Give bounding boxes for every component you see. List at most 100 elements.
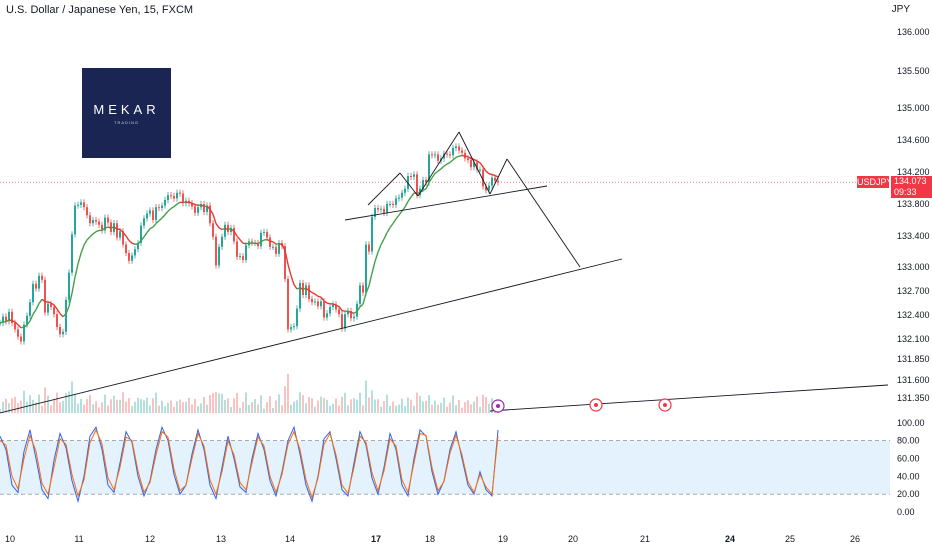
volume-bar (113, 395, 115, 413)
ma-segment (290, 275, 295, 285)
price-axis: 136.000 135.500 135.000 134.600 134.200 133.8… (897, 27, 930, 403)
volume-bar (65, 393, 67, 413)
volume-bar (134, 401, 136, 413)
volume-bar (173, 406, 175, 413)
candle-body (32, 283, 34, 303)
candle-body (221, 236, 223, 247)
candle-body (485, 186, 487, 191)
volume-bar (77, 403, 79, 413)
candle-body (272, 246, 274, 248)
volume-bar (0, 409, 1, 413)
candle-body (92, 220, 94, 224)
candle-body (176, 192, 178, 199)
event-marker-dot (594, 403, 598, 407)
volume-bar (35, 402, 37, 413)
volume-bar (242, 402, 244, 413)
candle-body (197, 207, 199, 213)
candle-body (251, 241, 253, 243)
candle-body (374, 208, 376, 217)
volume-bar (80, 398, 82, 413)
volume-bar (194, 398, 196, 413)
volume-bar (374, 399, 376, 413)
volume-bar (230, 407, 232, 413)
trendline-bottom (489, 384, 889, 412)
currency-label: JPY (891, 4, 910, 15)
candle-body (119, 231, 121, 238)
candle-body (230, 228, 232, 232)
volume-bar (290, 404, 292, 413)
volume-bar (338, 405, 340, 413)
candle-body (416, 174, 418, 196)
ma-segment (50, 302, 55, 306)
volume-bar (83, 404, 85, 413)
candle-body (170, 195, 172, 197)
price-axis-label: 132.700 (897, 286, 930, 296)
ma-segment (188, 201, 193, 204)
candle-body (401, 192, 403, 198)
ma-segment (455, 155, 460, 159)
ma-segment (458, 154, 463, 157)
ma-segment (101, 227, 106, 231)
candle-body (149, 210, 151, 214)
volume-bar (287, 373, 289, 413)
ma-segment (104, 226, 109, 229)
ma-segment (218, 227, 223, 231)
candle-body (458, 146, 460, 151)
candle-body (362, 285, 364, 293)
ma-segment (362, 293, 367, 305)
volume-bar (398, 404, 400, 413)
candle-body (245, 245, 247, 261)
volume-bar (401, 398, 403, 413)
candle-body (185, 200, 187, 204)
ma-segment (347, 310, 352, 314)
ma-segment (350, 311, 355, 314)
volume-bar (416, 392, 418, 413)
volume-bar (425, 400, 427, 413)
candle-body (299, 283, 301, 309)
volume-bar (26, 401, 28, 413)
ma-segment (494, 174, 499, 178)
volume-bar (431, 404, 433, 413)
event-marker-dot (496, 404, 500, 408)
volume-bar (71, 381, 73, 413)
ma-segment (212, 213, 217, 224)
candle-body (260, 232, 262, 247)
volume-bar (350, 399, 352, 413)
ma-segment (389, 223, 394, 229)
volume-bar (44, 387, 46, 413)
candle-body (173, 196, 175, 199)
candle-body (290, 327, 292, 330)
volume-bar (377, 399, 379, 413)
ma-segment (491, 173, 496, 177)
volume-bar (446, 406, 448, 413)
candle-body (479, 169, 481, 171)
ma-segment (0, 321, 4, 324)
ma-segment (41, 298, 46, 303)
price-axis-label: 131.850 (897, 354, 930, 364)
ma-segment (68, 293, 73, 307)
candle-body (167, 195, 169, 200)
candle-body (47, 303, 49, 313)
volume-bar (263, 408, 265, 413)
candle-body (431, 154, 433, 156)
ma-segment (83, 239, 88, 246)
symbol-tag: USDJPY (857, 176, 893, 188)
candle-body (140, 225, 142, 243)
ma-segment (221, 227, 226, 231)
event-markers[interactable] (491, 398, 672, 413)
stoch-d-line (0, 428, 499, 500)
volume-bar (119, 399, 121, 413)
candle-body (311, 299, 313, 303)
volume-bar (131, 406, 133, 413)
candle-body (305, 285, 307, 295)
drawings[interactable] (0, 131, 889, 414)
volume-bar (158, 405, 160, 413)
ma-segment (392, 218, 397, 224)
candle-body (344, 314, 346, 329)
volume-bar (485, 397, 487, 413)
candle-body (44, 279, 46, 313)
candle-body (326, 313, 328, 318)
bar-countdown: 09:33 (894, 187, 917, 197)
ma-segment (461, 154, 466, 157)
